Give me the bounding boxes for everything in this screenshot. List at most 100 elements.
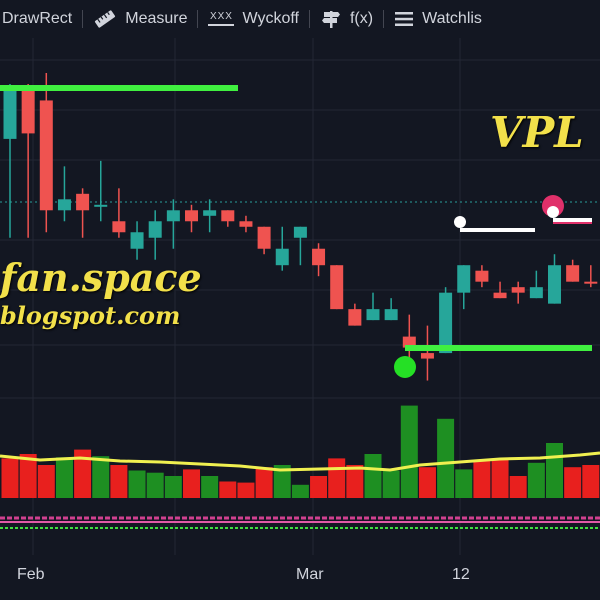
candle-body: [312, 248, 326, 266]
volume-bar: [146, 472, 164, 498]
fx-button[interactable]: f(x): [310, 0, 383, 38]
volume-bar: [273, 465, 291, 498]
volume-bar: [382, 470, 400, 498]
candle-body: [185, 210, 198, 222]
candle-body: [148, 221, 162, 238]
volume-bar: [255, 467, 273, 498]
watermark-line-1: fan.space: [0, 255, 202, 300]
green-signal-dot[interactable]: [394, 356, 416, 378]
watchlist-button[interactable]: Watchlis: [384, 0, 492, 38]
candles: [3, 72, 598, 381]
volume-bar: [164, 476, 182, 498]
candle-body: [402, 336, 416, 348]
candle: [348, 303, 362, 326]
measure-button[interactable]: Measure: [83, 0, 197, 38]
candle: [457, 265, 471, 310]
candle-body: [330, 265, 344, 310]
drawrect-button[interactable]: DrawRect: [0, 0, 82, 38]
white-level-dot[interactable]: [547, 206, 559, 218]
candle: [584, 265, 598, 288]
candle-body: [366, 309, 380, 321]
white-level-dot[interactable]: [454, 216, 466, 228]
volume-bar: [346, 465, 364, 498]
candle: [221, 210, 235, 227]
support-line-green[interactable]: [405, 345, 592, 351]
candle: [366, 292, 380, 321]
volume-bar: [455, 469, 473, 498]
volume-bar: [364, 454, 382, 498]
candle-body: [21, 89, 35, 134]
candle: [130, 221, 144, 260]
drawings: [0, 85, 592, 378]
volume-bar: [582, 465, 600, 498]
candle: [330, 265, 344, 310]
candle-body: [548, 265, 561, 304]
volume-bar: [527, 462, 545, 498]
toolbar-label-fx: f(x): [349, 10, 374, 27]
volume-bar: [400, 405, 418, 498]
candle-body: [475, 270, 489, 282]
toolbar-divider: [82, 10, 84, 28]
toolbar-label-drawrect: DrawRect: [2, 10, 73, 27]
toolbar-label-measure: Measure: [125, 10, 188, 27]
candle-body: [420, 353, 434, 359]
watermark-line-2: blogspot.com: [0, 301, 181, 330]
candle-body: [130, 232, 144, 249]
volume-bar: [128, 470, 146, 498]
volume-moving-average-line: [0, 451, 600, 472]
volume-bar: [74, 449, 92, 498]
volume-bar: [110, 465, 128, 498]
toolbar-divider: [383, 10, 385, 28]
candle: [21, 83, 35, 238]
volume-bar: [491, 458, 509, 498]
hamburger-menu-icon: [394, 11, 414, 27]
volume-bar: [509, 476, 527, 498]
wyckoff-button[interactable]: XXX Wyckoff: [198, 0, 308, 38]
candle-body: [493, 292, 507, 299]
candle-body: [275, 248, 289, 266]
candle-body: [39, 100, 53, 211]
candle: [39, 72, 53, 233]
candle: [511, 281, 525, 304]
volume-bar: [19, 454, 37, 498]
candle-body: [566, 265, 580, 282]
candle: [257, 226, 271, 255]
candle: [166, 199, 180, 249]
volume-bar: [328, 458, 346, 498]
volume-bar: [55, 457, 73, 498]
volume-bar: [219, 481, 237, 498]
volume-bar: [291, 484, 309, 498]
candle: [76, 188, 90, 238]
candle: [493, 281, 507, 299]
candle: [275, 226, 289, 271]
candle-body: [439, 292, 453, 354]
candle-body: [584, 281, 598, 284]
volume-bar: [1, 458, 19, 498]
volume-bar: [546, 443, 563, 498]
x-axis-label-12: 12: [452, 566, 470, 583]
resistance-line-green[interactable]: [0, 85, 238, 91]
wyckoff-icon: XXX: [208, 12, 235, 26]
volume-bar: [437, 418, 455, 498]
volume-bar: [418, 467, 436, 498]
candlestick-chart[interactable]: [0, 38, 600, 600]
candle: [185, 204, 198, 233]
candle-body: [257, 226, 271, 249]
candle-body: [112, 221, 126, 233]
candle: [475, 265, 489, 288]
volume-bar: [310, 476, 328, 498]
volume-bar: [201, 476, 219, 498]
candle: [420, 325, 434, 381]
candle: [239, 215, 253, 233]
candle: [112, 188, 126, 238]
candle: [94, 160, 108, 222]
volume-bar: [37, 465, 55, 498]
toolbar-divider: [197, 10, 199, 28]
candle-body: [166, 210, 180, 222]
candle: [3, 83, 17, 238]
candle: [548, 254, 561, 304]
ticker-symbol: VPL: [490, 108, 584, 157]
candle-body: [348, 309, 362, 326]
candle: [402, 314, 416, 359]
candle-body: [457, 265, 471, 293]
